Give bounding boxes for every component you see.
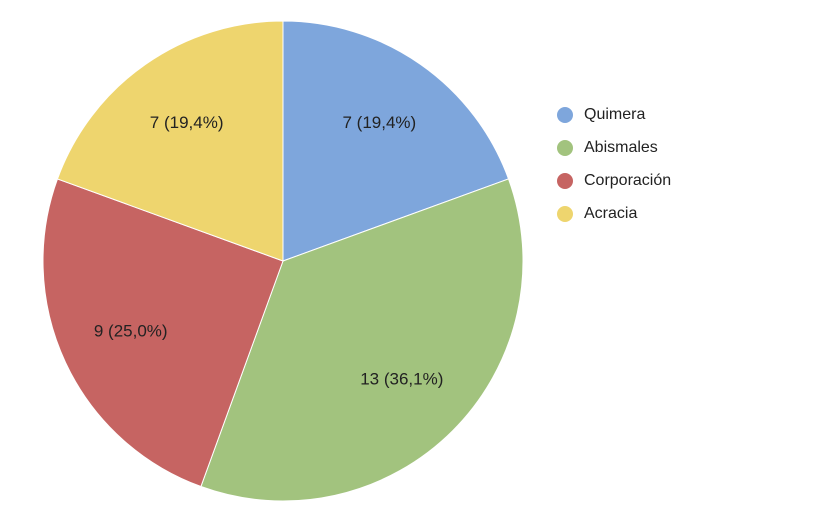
slice-label: 13 (36,1%) (360, 369, 443, 388)
legend-label: Acracia (584, 205, 637, 222)
slice-label: 9 (25,0%) (94, 321, 168, 340)
legend-marker (557, 206, 573, 222)
legend-label: Abismales (584, 139, 658, 156)
slice-label: 7 (19,4%) (343, 113, 417, 132)
pie-slice (282, 20, 510, 262)
legend-marker (557, 140, 573, 156)
legend-marker (557, 107, 573, 123)
pie-slice (42, 178, 284, 488)
slice-label: 7 (19,4%) (150, 113, 224, 132)
legend-marker (557, 173, 573, 189)
pie-slice (56, 20, 284, 262)
legend-label: Quimera (584, 106, 645, 123)
pie-slice (200, 178, 524, 502)
legend-label: Corporación (584, 172, 671, 189)
legend: Quimera Abismales Corporación Acracia (557, 106, 671, 222)
